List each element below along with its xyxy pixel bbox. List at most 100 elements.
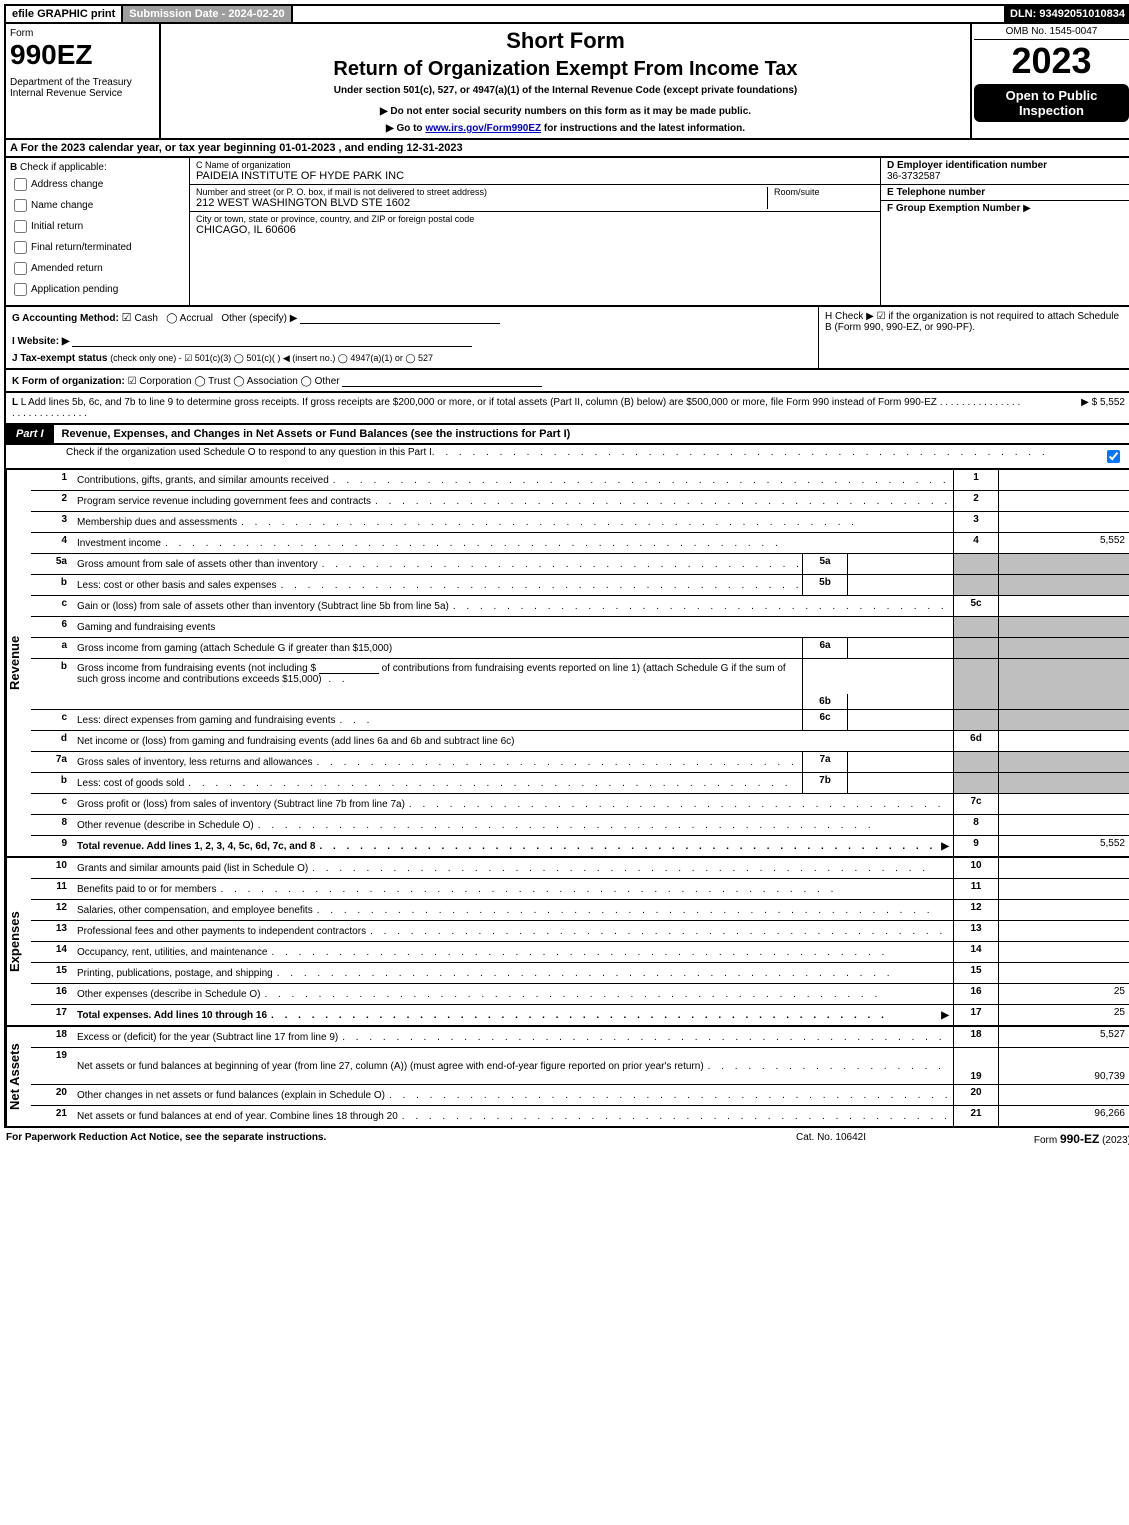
line-amt xyxy=(998,575,1129,595)
line-num: 9 xyxy=(31,836,73,856)
section-g-h: G Accounting Method: ☑ Cash ◯ Accrual Ot… xyxy=(4,307,1129,370)
line-amt xyxy=(998,900,1129,920)
line-amt xyxy=(998,942,1129,962)
line-desc: Total expenses. Add lines 10 through 16.… xyxy=(73,1005,953,1025)
line-num: 8 xyxy=(31,815,73,835)
line-amt: 25 xyxy=(998,1005,1129,1025)
line-rnum xyxy=(953,659,998,709)
expenses-side-label: Expenses xyxy=(6,858,31,1025)
line-desc: Investment income. . . . . . . . . . . .… xyxy=(73,533,953,553)
arrow-icon: ▶ xyxy=(1023,203,1031,214)
line-desc: Net assets or fund balances at end of ye… xyxy=(73,1106,953,1126)
line-num: 7a xyxy=(31,752,73,772)
address-label: Number and street (or P. O. box, if mail… xyxy=(196,187,767,197)
line-2: 2 Program service revenue including gove… xyxy=(31,491,1129,512)
line-desc: Gain or (loss) from sale of assets other… xyxy=(73,596,953,616)
amended-return-checkbox[interactable] xyxy=(14,262,27,275)
sub-box: 5b xyxy=(802,575,953,595)
org-name-cell: C Name of organization PAIDEIA INSTITUTE… xyxy=(190,158,880,185)
checkrow-dots: . . . . . . . . . . . . . . . . . . . . … xyxy=(432,447,1101,466)
j-label: J Tax-exempt status xyxy=(12,353,107,364)
line-num: 16 xyxy=(31,984,73,1004)
arrow-icon: ▶ xyxy=(941,1010,949,1021)
part-1-checkrow: Check if the organization used Schedule … xyxy=(4,445,1129,470)
sub-val xyxy=(848,752,953,772)
line-13: 13 Professional fees and other payments … xyxy=(31,921,1129,942)
line-desc: Other expenses (describe in Schedule O).… xyxy=(73,984,953,1004)
line-amt: 25 xyxy=(998,984,1129,1004)
group-exemption-cell: F Group Exemption Number ▶ xyxy=(881,201,1129,305)
line-rnum: 12 xyxy=(953,900,998,920)
application-pending-checkbox[interactable] xyxy=(14,283,27,296)
section-b: B Check if applicable: Address change Na… xyxy=(6,158,190,305)
line-num: d xyxy=(31,731,73,751)
line-num: 20 xyxy=(31,1085,73,1105)
line-rnum: 3 xyxy=(953,512,998,532)
accrual-checkbox-icon: ◯ xyxy=(166,313,179,324)
accrual-label: Accrual xyxy=(180,313,213,324)
line-3: 3 Membership dues and assessments. . . .… xyxy=(31,512,1129,533)
arrow-icon: ▶ xyxy=(941,841,949,852)
line-num: 13 xyxy=(31,921,73,941)
line-desc: Program service revenue including govern… xyxy=(73,491,953,511)
org-name-value: PAIDEIA INSTITUTE OF HYDE PARK INC xyxy=(196,170,874,182)
line-desc: Membership dues and assessments. . . . .… xyxy=(73,512,953,532)
cat-no: Cat. No. 10642I xyxy=(731,1132,931,1146)
line-rnum: 19 xyxy=(953,1048,998,1084)
initial-return-checkbox[interactable] xyxy=(14,220,27,233)
chk-name-change: Name change xyxy=(10,196,185,215)
line-rnum: 15 xyxy=(953,963,998,983)
line-rnum: 7c xyxy=(953,794,998,814)
line-rnum: 4 xyxy=(953,533,998,553)
name-change-checkbox[interactable] xyxy=(14,199,27,212)
line-amt xyxy=(998,554,1129,574)
line-desc: Gross sales of inventory, less returns a… xyxy=(73,752,802,772)
line-amt xyxy=(998,617,1129,637)
line-amt xyxy=(998,858,1129,878)
line-7c: c Gross profit or (loss) from sales of i… xyxy=(31,794,1129,815)
section-d-e-f: D Employer identification number 36-3732… xyxy=(880,158,1129,305)
address-value: 212 WEST WASHINGTON BLVD STE 1602 xyxy=(196,197,767,209)
section-g: G Accounting Method: ☑ Cash ◯ Accrual Ot… xyxy=(6,307,818,368)
sub-val xyxy=(848,710,953,730)
page-footer: For Paperwork Reduction Act Notice, see … xyxy=(4,1128,1129,1150)
line-rnum: 5c xyxy=(953,596,998,616)
line-4: 4 Investment income. . . . . . . . . . .… xyxy=(31,533,1129,554)
sub-num: 7a xyxy=(803,752,848,772)
tax-year: 2023 xyxy=(974,40,1129,82)
schedule-o-checkbox[interactable] xyxy=(1107,450,1120,463)
under-section: Under section 501(c), 527, or 4947(a)(1)… xyxy=(167,85,964,96)
line-11: 11 Benefits paid to or for members. . . … xyxy=(31,879,1129,900)
line-desc: Net income or (loss) from gaming and fun… xyxy=(73,731,953,751)
group-exemption-label: F Group Exemption Number xyxy=(887,203,1020,214)
name-change-label: Name change xyxy=(31,200,93,211)
application-pending-label: Application pending xyxy=(31,284,118,295)
chk-amended-return: Amended return xyxy=(10,259,185,278)
part-1-header: Part I Revenue, Expenses, and Changes in… xyxy=(4,425,1129,445)
top-bar: efile GRAPHIC print Submission Date - 20… xyxy=(4,4,1129,24)
line-12: 12 Salaries, other compensation, and emp… xyxy=(31,900,1129,921)
final-return-checkbox[interactable] xyxy=(14,241,27,254)
line-7b: b Less: cost of goods sold. . . . . . . … xyxy=(31,773,1129,794)
room-label: Room/suite xyxy=(774,187,874,197)
form-number: 990EZ xyxy=(10,39,155,71)
line-amt xyxy=(998,752,1129,772)
line-rnum: 10 xyxy=(953,858,998,878)
line-amt: 96,266 xyxy=(998,1106,1129,1126)
irs-link[interactable]: www.irs.gov/Form990EZ xyxy=(425,123,541,134)
org-name-label: C Name of organization xyxy=(196,160,874,170)
chk-application-pending: Application pending xyxy=(10,280,185,299)
part-1-tag: Part I xyxy=(6,425,54,443)
omb-number: OMB No. 1545-0047 xyxy=(974,26,1129,40)
line-6: 6 Gaming and fundraising events xyxy=(31,617,1129,638)
paperwork-notice: For Paperwork Reduction Act Notice, see … xyxy=(6,1132,731,1146)
line-num: c xyxy=(31,794,73,814)
form-header: Form 990EZ Department of the Treasury In… xyxy=(4,24,1129,140)
line-desc: Net assets or fund balances at beginning… xyxy=(73,1048,953,1084)
address-change-checkbox[interactable] xyxy=(14,178,27,191)
sub-val xyxy=(848,773,953,793)
line-rnum: 13 xyxy=(953,921,998,941)
header-right: OMB No. 1545-0047 2023 Open to Public In… xyxy=(972,24,1129,138)
line-num: 2 xyxy=(31,491,73,511)
h-text: H Check ▶ ☑ if the organization is not r… xyxy=(825,311,1119,333)
